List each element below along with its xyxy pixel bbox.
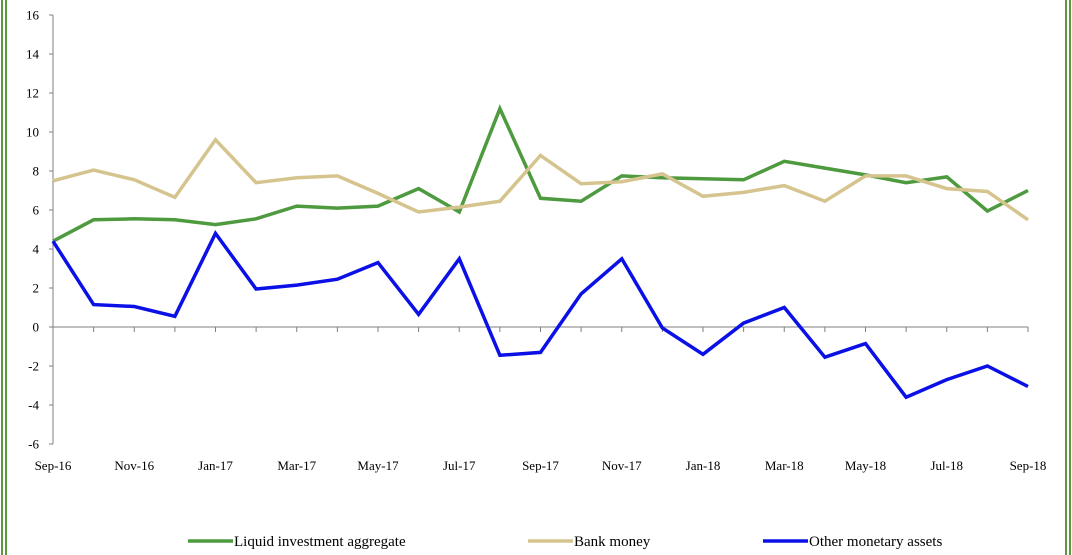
y-tick-label: 2 bbox=[33, 281, 40, 296]
x-tick-label: Nov-17 bbox=[602, 458, 642, 473]
x-tick-label: May-17 bbox=[357, 458, 399, 473]
x-axis-ticks: Sep-16 Nov-16 Jan-17 Mar-17 May-17 Jul-17 Sep-… bbox=[35, 327, 1047, 473]
x-tick-label: Mar-17 bbox=[277, 458, 316, 473]
x-tick-label: Sep-16 bbox=[35, 458, 72, 473]
y-tick-label: 16 bbox=[26, 8, 40, 23]
frame-border-left-outer bbox=[1, 0, 3, 555]
y-axis-ticks: 16 14 12 10 8 6 4 2 0 -2 -4 -6 bbox=[26, 8, 53, 452]
chart-legend: Liquid investment aggregate Bank money Oth… bbox=[188, 534, 942, 550]
x-tick-label: Jan-18 bbox=[686, 458, 721, 473]
y-tick-label: 10 bbox=[26, 125, 39, 140]
y-tick-label: 6 bbox=[33, 203, 40, 218]
x-tick-label: Sep-18 bbox=[1010, 458, 1047, 473]
y-tick-label: -2 bbox=[28, 359, 39, 374]
x-tick-label: May-18 bbox=[845, 458, 886, 473]
x-tick-label: Mar-18 bbox=[765, 458, 804, 473]
y-tick-label: -6 bbox=[28, 437, 39, 452]
series-line-other-monetary-assets bbox=[51, 230, 1029, 400]
series-line-bank-money bbox=[52, 137, 1030, 222]
y-tick-label: 14 bbox=[26, 47, 40, 62]
x-tick-label: Jan-17 bbox=[198, 458, 233, 473]
y-tick-label: -4 bbox=[28, 398, 39, 413]
frame-border-left-inner bbox=[5, 0, 7, 555]
legend-label: Liquid investment aggregate bbox=[234, 534, 406, 550]
y-tick-label: 8 bbox=[33, 164, 40, 179]
y-tick-label: 12 bbox=[26, 86, 39, 101]
x-tick-label: Nov-16 bbox=[114, 458, 154, 473]
x-tick-label: Jul-18 bbox=[931, 458, 964, 473]
legend-label: Other monetary assets bbox=[809, 534, 942, 550]
series-lines bbox=[51, 104, 1030, 400]
legend-label: Bank money bbox=[574, 534, 651, 550]
frame-border-right-inner bbox=[1065, 0, 1067, 555]
x-tick-label: Jul-17 bbox=[443, 458, 476, 473]
x-tick-label: Sep-17 bbox=[522, 458, 559, 473]
chart-axes bbox=[52, 15, 1028, 444]
y-tick-label: 4 bbox=[33, 242, 40, 257]
frame-border-right-outer bbox=[1069, 0, 1071, 555]
y-tick-label: 0 bbox=[33, 320, 40, 335]
